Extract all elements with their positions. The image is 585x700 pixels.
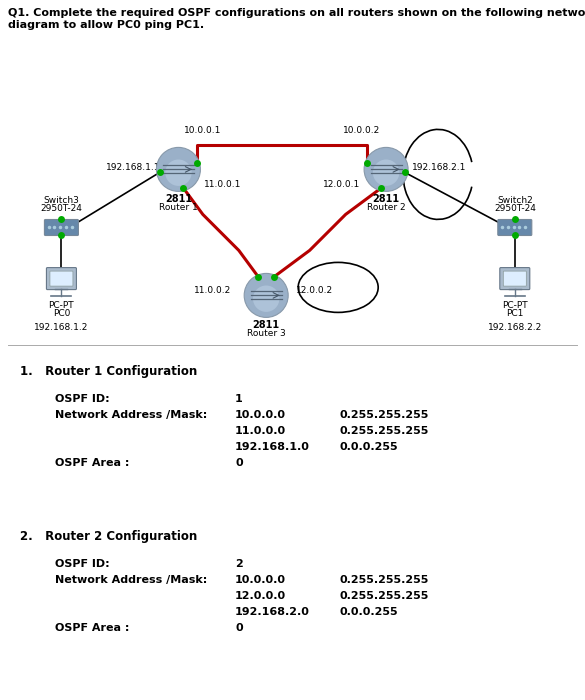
Text: 192.168.1.1: 192.168.1.1: [106, 163, 161, 172]
Text: Router 3: Router 3: [247, 330, 285, 338]
Text: 12.0.0.2: 12.0.0.2: [296, 286, 333, 295]
Text: 192.168.2.1: 192.168.2.1: [412, 163, 466, 172]
Circle shape: [364, 148, 408, 191]
Text: 2: 2: [235, 559, 243, 568]
FancyBboxPatch shape: [46, 267, 77, 290]
Text: 192.168.2.2: 192.168.2.2: [488, 323, 542, 332]
Circle shape: [373, 160, 400, 186]
FancyBboxPatch shape: [503, 271, 526, 286]
Text: Q1. Complete the required OSPF configurations on all routers shown on the follow: Q1. Complete the required OSPF configura…: [8, 8, 585, 18]
FancyBboxPatch shape: [500, 267, 530, 290]
Text: PC-PT: PC-PT: [49, 300, 74, 309]
Text: PC0: PC0: [53, 309, 70, 318]
Text: 192.168.1.0: 192.168.1.0: [235, 442, 310, 452]
FancyBboxPatch shape: [44, 220, 78, 235]
Circle shape: [165, 160, 192, 186]
Text: Router 1: Router 1: [159, 204, 198, 212]
Text: OSPF ID:: OSPF ID:: [55, 559, 109, 568]
Text: OSPF Area :: OSPF Area :: [55, 622, 129, 633]
Text: Switch2: Switch2: [497, 197, 533, 206]
Text: 0.0.0.255: 0.0.0.255: [340, 607, 398, 617]
Text: PC-PT: PC-PT: [502, 300, 528, 309]
Text: Network Address /Mask:: Network Address /Mask:: [55, 410, 207, 420]
Text: 10.0.0.0: 10.0.0.0: [235, 575, 286, 584]
Text: 2950T-24: 2950T-24: [40, 204, 82, 214]
Text: 10.0.0.2: 10.0.0.2: [343, 127, 380, 135]
Text: 192.168.1.2: 192.168.1.2: [35, 323, 88, 332]
Text: 0.255.255.255: 0.255.255.255: [340, 591, 429, 601]
Circle shape: [253, 286, 280, 312]
FancyBboxPatch shape: [50, 271, 73, 286]
Text: diagram to allow PC0 ping PC1.: diagram to allow PC0 ping PC1.: [8, 20, 204, 30]
Text: OSPF ID:: OSPF ID:: [55, 394, 109, 404]
Text: 2.   Router 2 Configuration: 2. Router 2 Configuration: [20, 530, 197, 542]
Text: 0.255.255.255: 0.255.255.255: [340, 575, 429, 584]
Text: 12.0.0.1: 12.0.0.1: [323, 180, 360, 189]
Text: 0.255.255.255: 0.255.255.255: [340, 426, 429, 436]
Text: 11.0.0.2: 11.0.0.2: [194, 286, 232, 295]
Text: 2811: 2811: [373, 195, 400, 204]
Text: 2950T-24: 2950T-24: [494, 204, 536, 214]
Text: 2811: 2811: [165, 195, 192, 204]
Text: 0.0.0.255: 0.0.0.255: [340, 442, 398, 452]
Text: Router 2: Router 2: [367, 204, 405, 212]
Text: 10.0.0.1: 10.0.0.1: [184, 127, 222, 135]
Text: PC1: PC1: [506, 309, 524, 318]
Text: 11.0.0.0: 11.0.0.0: [235, 426, 286, 436]
Text: Switch3: Switch3: [43, 197, 80, 206]
Circle shape: [244, 274, 288, 317]
Text: 0.255.255.255: 0.255.255.255: [340, 410, 429, 420]
Text: 12.0.0.0: 12.0.0.0: [235, 591, 286, 601]
Text: 11.0.0.1: 11.0.0.1: [204, 180, 242, 189]
Circle shape: [156, 148, 201, 191]
Text: 1.   Router 1 Configuration: 1. Router 1 Configuration: [20, 365, 197, 378]
Text: 192.168.2.0: 192.168.2.0: [235, 607, 310, 617]
Text: 10.0.0.0: 10.0.0.0: [235, 410, 286, 420]
FancyBboxPatch shape: [498, 220, 532, 235]
Text: 2811: 2811: [253, 321, 280, 330]
Text: OSPF Area :: OSPF Area :: [55, 458, 129, 468]
Text: 1: 1: [235, 394, 243, 404]
Text: 0: 0: [235, 622, 243, 633]
Text: Network Address /Mask:: Network Address /Mask:: [55, 575, 207, 584]
Text: 0: 0: [235, 458, 243, 468]
